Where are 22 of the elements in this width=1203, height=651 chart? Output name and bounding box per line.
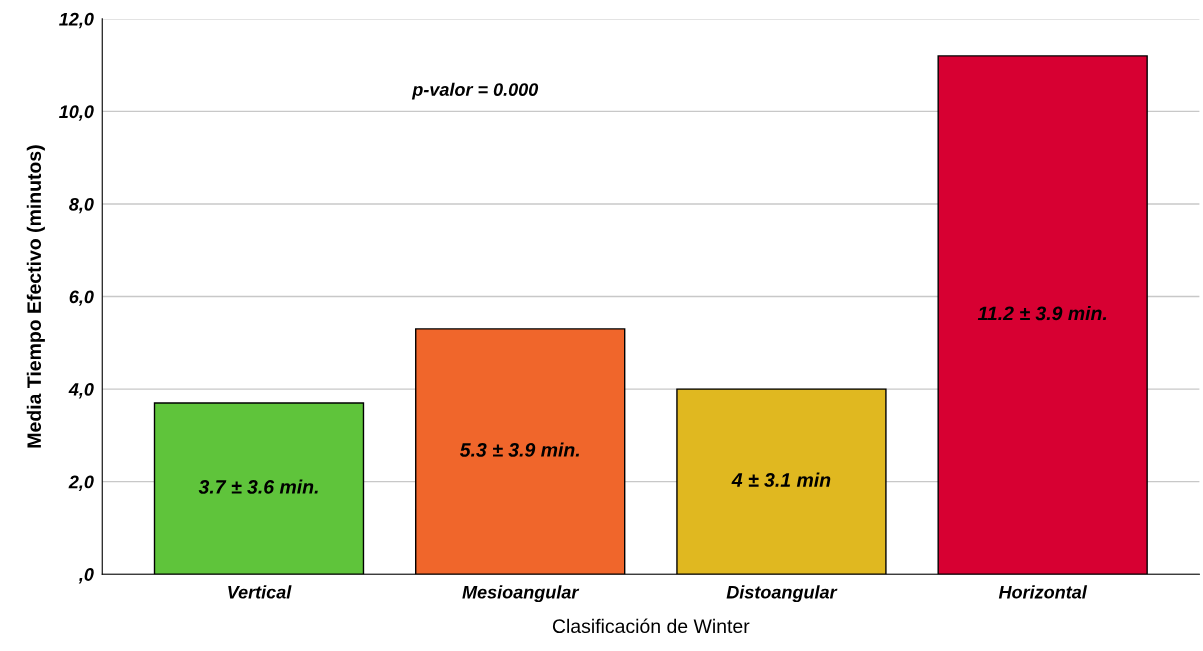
y-tick-label: 12,0 (59, 12, 94, 29)
y-tick-label: 2,0 (68, 475, 94, 491)
data-label: 11.2 ± 3.9 min. (977, 305, 1107, 321)
bar (676, 388, 887, 575)
x-tick-label: Vertical (228, 585, 292, 599)
y-tick-label: ,0 (78, 568, 94, 584)
bar (415, 328, 626, 575)
y-tick-label: 10,0 (59, 105, 94, 121)
bar (937, 55, 1148, 575)
x-tick-label: Horizontal (998, 585, 1088, 599)
data-label: 4 ± 3.1 min (731, 472, 831, 487)
x-tick-label: Distoangular (726, 585, 838, 603)
annotation: p-valor = 0.000 (411, 82, 539, 100)
bar (153, 402, 365, 575)
y-tick-label: 8,0 (69, 197, 94, 214)
data-label: 5.3 ± 3.9 min. (459, 442, 580, 457)
x-tick-label: Mesioangular (462, 585, 580, 603)
y-tick-label: 6,0 (69, 290, 94, 306)
x-axis-title: Clasificación de Winter (552, 618, 750, 634)
y-tick-label: 4,0 (68, 383, 94, 399)
data-label: 3.7 ± 3.6 min. (198, 479, 318, 494)
y-axis-title: Media Tiempo Efectivo (minutos) (26, 145, 45, 448)
